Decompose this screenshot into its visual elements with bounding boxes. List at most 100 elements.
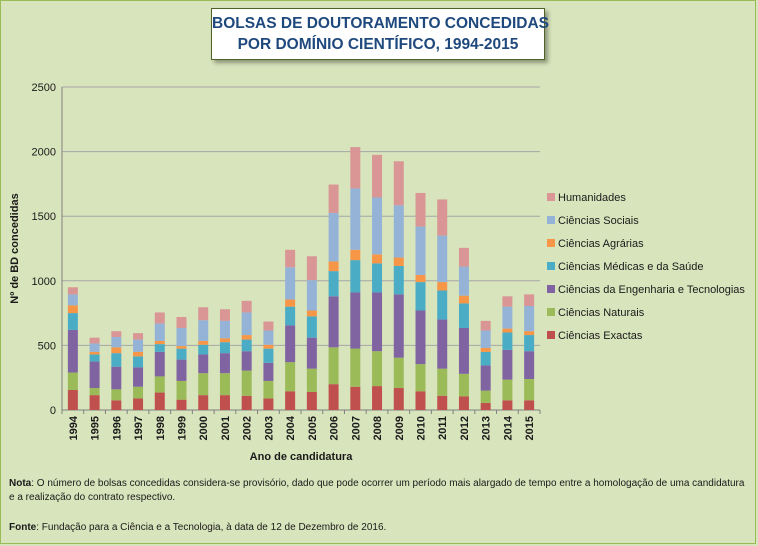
stacked-bar-chart: 0 500 1000 1500 2000 2500 1994 1995 1996 1997 1998… — [9, 82, 745, 463]
x-tick-label: 2013 — [481, 416, 493, 440]
bar-segment-2014-5 — [502, 328, 513, 333]
bar-segment-1996-3 — [111, 366, 122, 390]
bar-segment-2010-5 — [415, 274, 426, 283]
bar-segment-2005-3 — [306, 337, 317, 369]
bar-segment-2009-2 — [393, 357, 404, 389]
bar-segment-2003-7 — [263, 321, 274, 331]
bar-segment-2006-1 — [328, 384, 339, 410]
x-tick-label: 1994 — [68, 415, 80, 440]
bar-segment-1999-7 — [176, 316, 187, 328]
bar-segment-2005-2 — [306, 368, 317, 392]
bar-segment-2005-1 — [306, 391, 317, 410]
x-tick-label: 2005 — [307, 416, 319, 440]
bar-segment-2007-3 — [350, 292, 361, 349]
bar-segment-2012-2 — [458, 373, 469, 397]
bar-segment-2015-7 — [524, 294, 535, 306]
bar-segment-1994-2 — [67, 372, 78, 390]
bar-segment-2002-4 — [241, 339, 252, 352]
bar-segment-1996-7 — [111, 331, 122, 338]
bar-segment-1998-2 — [154, 376, 165, 393]
x-tick-label: 2012 — [459, 416, 471, 440]
bar-segment-2015-2 — [524, 378, 535, 401]
bar-segment-2013-1 — [480, 402, 491, 410]
bar-segment-2002-3 — [241, 351, 252, 371]
bar-segment-1997-6 — [133, 339, 144, 352]
bar-segment-2013-4 — [480, 351, 491, 366]
y-tick-label: 0 — [50, 405, 56, 417]
bar-segment-2012-7 — [458, 247, 469, 267]
bar-segment-2002-5 — [241, 335, 252, 340]
bar-segment-2014-7 — [502, 296, 513, 307]
x-tick-label: 2015 — [524, 416, 536, 440]
x-axis-title: Ano de candidatura — [250, 451, 354, 463]
bar-segment-1994-6 — [67, 294, 78, 306]
y-tick-label: 2500 — [32, 82, 56, 94]
bar-segment-2012-3 — [458, 327, 469, 374]
bar-segment-2007-1 — [350, 386, 361, 410]
bar-segment-2007-7 — [350, 147, 361, 189]
bar-segment-2012-1 — [458, 396, 469, 410]
bar-segment-1999-1 — [176, 399, 187, 410]
bar-segment-2014-6 — [502, 306, 513, 329]
bar-segment-1994-4 — [67, 313, 78, 330]
bar-segment-2007-2 — [350, 348, 361, 387]
bar-segment-2013-7 — [480, 320, 491, 331]
bar-segment-2009-6 — [393, 205, 404, 258]
bar-segment-2003-3 — [263, 362, 274, 381]
bar-segment-2007-6 — [350, 188, 361, 250]
title-line-1: BOLSAS DE DOUTORAMENTO CONCEDIDAS — [212, 15, 550, 32]
bar-segment-1997-1 — [133, 398, 144, 410]
bar-segment-2013-2 — [480, 390, 491, 403]
bar-segment-1999-4 — [176, 348, 187, 360]
bar-segment-2002-6 — [241, 312, 252, 336]
legend-label: Ciências da Engenharia e Tecnologias — [558, 284, 745, 296]
bar-segment-2015-1 — [524, 400, 535, 410]
bar-segment-2010-4 — [415, 282, 426, 311]
bar-segment-2009-5 — [393, 257, 404, 266]
bar-segment-2001-4 — [219, 342, 230, 354]
bar-segment-2004-7 — [285, 249, 296, 268]
bar-segment-2009-4 — [393, 265, 404, 295]
bar-segment-1995-2 — [89, 388, 100, 396]
x-tick-label: 2001 — [220, 416, 232, 440]
bar-segment-2008-2 — [372, 351, 383, 387]
bar-segment-2004-5 — [285, 299, 296, 307]
bar-segment-2014-2 — [502, 379, 513, 401]
bar-segment-2004-6 — [285, 267, 296, 300]
bar-segment-2006-5 — [328, 261, 339, 272]
legend-label: Ciências Exactas — [558, 330, 643, 342]
bar-segment-1997-5 — [133, 351, 144, 357]
bar-segment-2003-2 — [263, 380, 274, 399]
bar-segment-1999-3 — [176, 359, 187, 381]
bar-segment-2009-3 — [393, 294, 404, 358]
x-tick-label: 2009 — [394, 416, 406, 440]
bar-segment-2000-2 — [198, 373, 209, 396]
y-tick-label: 1000 — [32, 276, 56, 288]
bar-segment-2012-4 — [458, 303, 469, 328]
bar-segment-1998-6 — [154, 323, 165, 341]
legend-label: Ciências Sociais — [558, 215, 639, 227]
x-tick-label: 1998 — [155, 416, 167, 440]
bar-segment-2006-7 — [328, 184, 339, 213]
bar-segment-1998-1 — [154, 392, 165, 410]
bar-segment-1996-5 — [111, 347, 122, 354]
bar-segment-2008-3 — [372, 292, 383, 352]
bar-segment-2005-7 — [306, 256, 317, 281]
bar-segment-1995-1 — [89, 395, 100, 410]
bar-segment-2001-5 — [219, 338, 230, 343]
bar-segment-1995-6 — [89, 343, 100, 352]
x-tick-label: 1997 — [133, 416, 145, 440]
bar-segment-1998-5 — [154, 340, 165, 345]
bar-segment-2013-3 — [480, 365, 491, 391]
bar-segment-2003-1 — [263, 398, 274, 410]
bar-segment-2011-1 — [437, 395, 448, 410]
bar-segment-1996-6 — [111, 337, 122, 348]
bar-segment-2001-3 — [219, 353, 230, 374]
bar-segment-2001-1 — [219, 395, 230, 410]
x-tick-label: 2011 — [437, 416, 449, 440]
bar-segment-2010-1 — [415, 391, 426, 410]
bar-segment-2006-4 — [328, 271, 339, 297]
bar-segment-1994-5 — [67, 305, 78, 314]
legend-swatch — [547, 285, 555, 293]
